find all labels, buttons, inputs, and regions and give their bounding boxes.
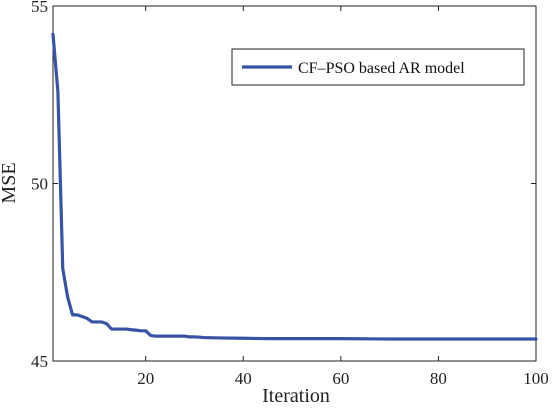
x-tick-label: 40 xyxy=(235,369,252,388)
y-tick-label: 50 xyxy=(31,175,48,194)
axis-ticks xyxy=(53,5,537,362)
x-axis-label: Iteration xyxy=(262,385,330,407)
y-axis-label: MSE xyxy=(0,162,20,203)
y-tick-label: 45 xyxy=(31,352,48,371)
x-tick-label: 20 xyxy=(137,369,154,388)
series-line-cf-pso xyxy=(51,32,538,341)
x-tick-label: 100 xyxy=(523,369,549,388)
legend-label: CF–PSO based AR model xyxy=(298,60,465,77)
x-tick-label: 60 xyxy=(332,369,349,388)
tick-labels: 20 40 60 80 100 45 50 55 xyxy=(31,0,549,388)
legend: CF–PSO based AR model xyxy=(231,48,525,86)
legend-box xyxy=(231,48,525,86)
x-tick-label: 80 xyxy=(430,369,447,388)
y-tick-label: 55 xyxy=(31,0,48,16)
